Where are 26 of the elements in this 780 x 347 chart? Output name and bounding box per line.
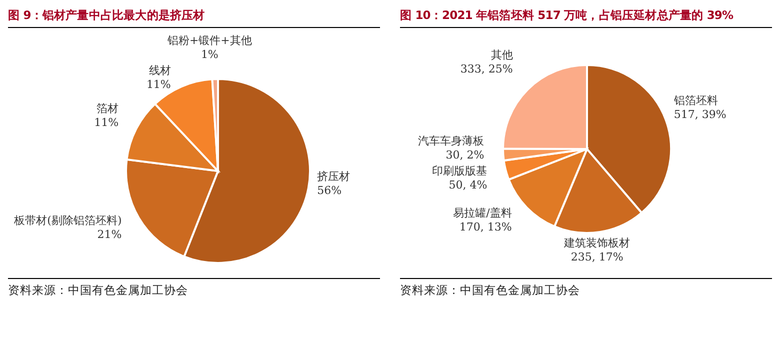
- data-label: 30, 2%: [446, 148, 484, 162]
- data-label: 235, 17%: [570, 250, 624, 264]
- slice-label: 铝箔坯料: [672, 94, 718, 108]
- text: 资料来源：中国有色金属加工协会: [400, 283, 581, 298]
- slice-label: 箔材: [96, 102, 119, 115]
- slice-label: 建筑装饰板材: [563, 236, 630, 250]
- slice-label: 印刷版版基: [432, 164, 488, 178]
- chart-title: 图 9：铝材产量中占比最大的是挤压材: [8, 8, 380, 28]
- slice-label: 挤压材: [317, 170, 350, 183]
- chart-title: 图 10：2021 年铝箔坯料 517 万吨，占铝压延材总产量的 39%: [400, 8, 772, 28]
- data-label: 333, 25%: [460, 62, 513, 76]
- data-label: 11%: [94, 116, 119, 129]
- slice-label: 板带材(剔除铝箔坯料): [13, 214, 122, 227]
- slice-label: 线材: [148, 64, 171, 78]
- slice-label: 汽车车身薄板: [418, 134, 484, 148]
- text: 资料来源：中国有色金属加工协会: [8, 283, 189, 298]
- slice-label: 铝粉+锻件+其他: [166, 34, 252, 48]
- slice-label: 其他: [490, 48, 513, 62]
- data-label: 170, 13%: [459, 220, 512, 234]
- data-label: 517, 39%: [674, 108, 726, 122]
- data-label: 1%: [200, 48, 218, 62]
- data-label: 21%: [97, 228, 122, 241]
- data-label: 50, 4%: [448, 178, 488, 192]
- data-label: 56%: [317, 184, 342, 197]
- data-label: 11%: [146, 78, 171, 92]
- slice-label: 易拉罐/盖料: [453, 206, 512, 220]
